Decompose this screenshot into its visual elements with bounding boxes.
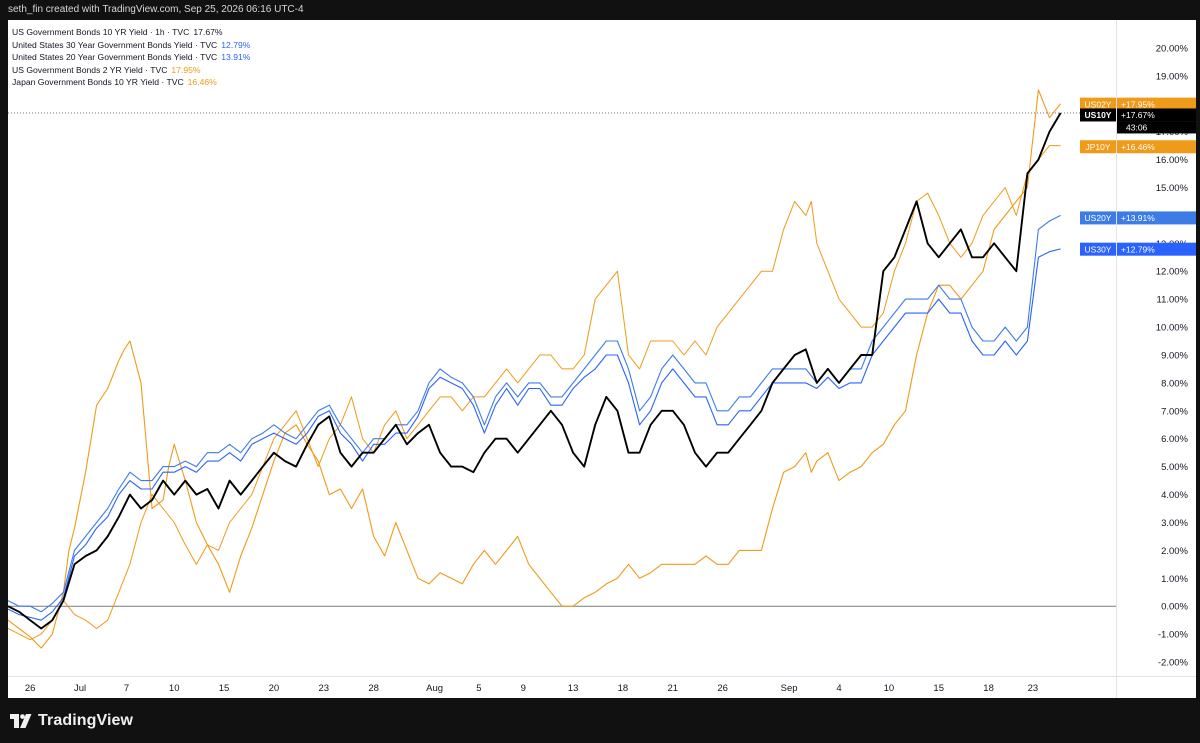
price-tag-value: +13.91% — [1121, 213, 1155, 223]
legend-item-jp10y[interactable]: Japan Government Bonds 10 YR Yield · TVC… — [12, 76, 250, 89]
x-tick-label: Jul — [74, 683, 86, 694]
price-tag-us30y — [1117, 242, 1196, 256]
y-tick-label: 2.00% — [1161, 546, 1188, 557]
chart-panel[interactable]: -2.00% -1.00% 0.00% 1.00% 2.00% 3.00% 4.00% 5.0… — [8, 20, 1196, 698]
x-tick-label: 15 — [933, 683, 944, 694]
price-tag-value: +17.95% — [1121, 99, 1155, 109]
y-tick-label: 3.00% — [1161, 518, 1188, 529]
brand-name: TradingView — [38, 712, 134, 729]
legend-label: Japan Government Bonds 10 YR Yield · TVC — [12, 77, 184, 88]
price-tag-us02y — [1117, 97, 1196, 111]
y-tick-label: 5.00% — [1161, 462, 1188, 473]
top-bar: seth_fin created with TradingView.com, S… — [0, 0, 1200, 20]
price-tag-name-text: JP10Y — [1085, 142, 1110, 152]
x-tick-label: 18 — [618, 683, 629, 694]
y-tick-label: 1.00% — [1161, 574, 1188, 585]
x-tick-label: 15 — [219, 683, 230, 694]
y-tick-label: 15.00% — [1156, 183, 1189, 194]
series-line-us02y — [8, 89, 1062, 649]
legend-item-us10y[interactable]: US Government Bonds 10 YR Yield · 1h · T… — [12, 26, 250, 39]
x-tick-label: 5 — [476, 683, 481, 694]
x-tick-label: 10 — [884, 683, 895, 694]
y-tick-label: 19.00% — [1156, 71, 1189, 82]
y-tick-label: 12.00% — [1156, 267, 1189, 278]
series-line-us30y — [8, 248, 1061, 621]
legend: US Government Bonds 10 YR Yield · 1h · T… — [12, 26, 250, 89]
series-line-us20y — [8, 214, 1061, 613]
price-tag-value: +16.46% — [1121, 142, 1155, 152]
legend-item-us20y[interactable]: United States 20 Year Government Bonds Y… — [12, 51, 250, 64]
price-tag-name-us10y — [1080, 108, 1116, 122]
y-tick-label: 11.00% — [1156, 295, 1188, 306]
series-line-us10y — [8, 112, 1062, 630]
y-tick-label: -2.00% — [1158, 658, 1189, 669]
legend-label: United States 30 Year Government Bonds Y… — [12, 39, 218, 50]
y-tick-label: 4.00% — [1161, 490, 1188, 501]
brand-logo[interactable]: TradingView — [10, 711, 133, 731]
x-tick-label: 18 — [983, 683, 994, 694]
price-tag-value: +12.79% — [1121, 244, 1155, 254]
y-tick-label: 20.00% — [1156, 43, 1189, 54]
price-tag-name-text: US30Y — [1085, 244, 1112, 254]
x-tick-label: 26 — [25, 683, 36, 694]
chart-credit: seth_fin created with TradingView.com, S… — [8, 4, 304, 15]
footer-bar: TradingView — [0, 698, 1200, 743]
tradingview-logo-icon — [10, 714, 32, 728]
price-tag-jp10y — [1117, 140, 1196, 154]
price-tag-name-text: US02Y — [1085, 99, 1112, 109]
price-tag-name-text: US20Y — [1085, 213, 1112, 223]
legend-label: US Government Bonds 2 YR Yield · TVC — [12, 64, 168, 75]
y-tick-label: 8.00% — [1161, 378, 1188, 389]
x-tick-label: 23 — [1028, 683, 1039, 694]
x-tick-label: Sep — [781, 683, 798, 694]
legend-value: 12.79% — [221, 39, 251, 50]
series-line-jp10y — [8, 145, 1061, 641]
legend-label: United States 20 Year Government Bonds Y… — [12, 52, 218, 63]
legend-label: US Government Bonds 10 YR Yield · 1h · T… — [12, 27, 190, 37]
price-tag-name-us02y — [1080, 97, 1116, 111]
x-tick-label: 21 — [668, 683, 679, 694]
y-tick-label: 16.00% — [1156, 155, 1189, 166]
countdown-tag — [1117, 121, 1196, 134]
legend-value: 16.46% — [187, 77, 217, 88]
legend-value: 17.95% — [171, 64, 201, 75]
x-tick-label: 26 — [717, 683, 728, 694]
x-tick-label: 10 — [169, 683, 180, 694]
price-tag-name-us20y — [1080, 211, 1116, 225]
legend-item-us02y[interactable]: US Government Bonds 2 YR Yield · TVC 17.9… — [12, 64, 250, 77]
price-tag-us20y — [1117, 211, 1196, 225]
legend-value: 13.91% — [221, 52, 251, 63]
price-tag-value: +17.67% — [1121, 110, 1155, 120]
price-tag-name-jp10y — [1080, 140, 1116, 154]
x-tick-label: 20 — [269, 683, 280, 694]
y-tick-label: -1.00% — [1158, 630, 1189, 641]
legend-item-us30y[interactable]: United States 30 Year Government Bonds Y… — [12, 39, 250, 52]
x-tick-label: 9 — [521, 683, 526, 694]
y-tick-label: 0.00% — [1161, 602, 1188, 613]
legend-value: 17.67% — [193, 27, 223, 37]
y-tick-label: 7.00% — [1161, 406, 1188, 417]
price-tag-name-text: US10Y — [1085, 110, 1112, 120]
price-tag-us10y — [1117, 108, 1196, 122]
x-tick-label: 4 — [836, 683, 841, 694]
y-tick-label: 6.00% — [1161, 434, 1188, 445]
x-tick-label: 7 — [124, 683, 129, 694]
y-tick-label: 10.00% — [1156, 323, 1189, 334]
countdown-text: 43:06 — [1126, 122, 1148, 132]
x-tick-label: 28 — [368, 683, 379, 694]
chart-svg[interactable]: -2.00% -1.00% 0.00% 1.00% 2.00% 3.00% 4.00% 5.0… — [8, 20, 1196, 698]
x-tick-label: Aug — [426, 683, 443, 694]
x-tick-label: 13 — [568, 683, 579, 694]
y-tick-label: 9.00% — [1161, 350, 1188, 361]
x-tick-label: 23 — [318, 683, 329, 694]
price-tag-name-us30y — [1080, 242, 1116, 256]
